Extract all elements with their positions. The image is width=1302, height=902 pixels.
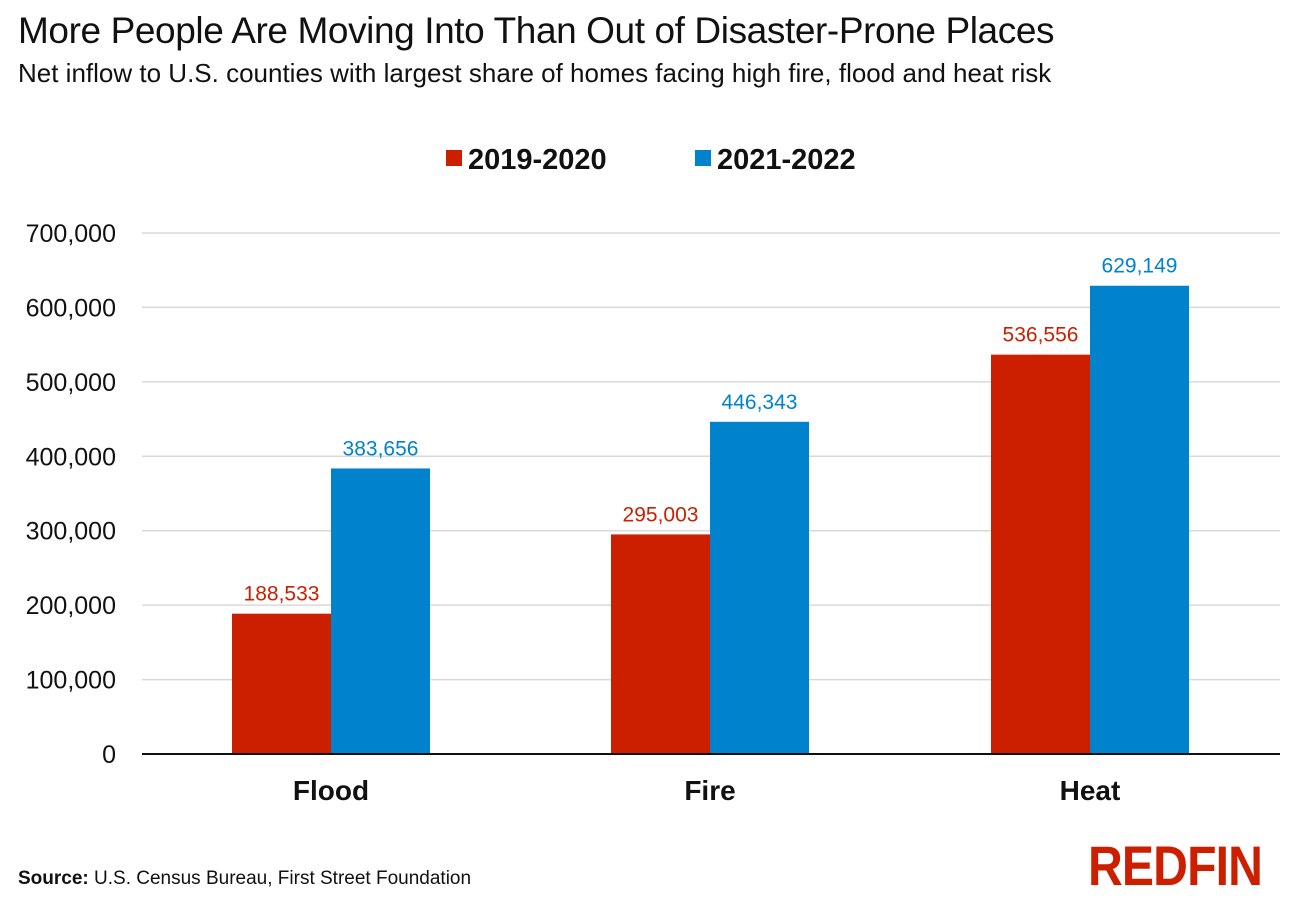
redfin-logo: REDFIN: [1088, 834, 1263, 897]
bar: [1090, 285, 1189, 754]
x-tick-label: Heat: [1060, 775, 1121, 806]
bar: [331, 468, 430, 754]
bar: [991, 354, 1090, 754]
data-label: 536,556: [1003, 324, 1079, 347]
y-tick-label: 100,000: [26, 667, 116, 695]
data-label: 629,149: [1102, 255, 1178, 278]
y-tick-label: 200,000: [26, 592, 116, 620]
legend-swatch: [695, 150, 711, 166]
legend-label: 2019-2020: [468, 144, 607, 176]
chart-title: More People Are Moving Into Than Out of …: [18, 10, 1055, 51]
y-tick-label: 700,000: [26, 220, 116, 248]
data-label: 295,003: [623, 503, 699, 526]
bar: [710, 421, 809, 754]
data-label: 383,656: [343, 437, 419, 460]
y-tick-label: 0: [102, 741, 116, 769]
bar: [232, 613, 331, 754]
source-note: Source: U.S. Census Bureau, First Street…: [18, 868, 471, 890]
x-tick-label: Flood: [293, 775, 369, 806]
source-text: U.S. Census Bureau, First Street Foundat…: [94, 868, 472, 889]
y-tick-label: 600,000: [26, 294, 116, 322]
chart-subtitle: Net inflow to U.S. counties with largest…: [18, 58, 1052, 88]
data-label: 188,533: [244, 583, 320, 606]
y-tick-label: 300,000: [26, 518, 116, 546]
legend-label: 2021-2022: [717, 144, 856, 176]
source-label: Source:: [18, 868, 89, 889]
y-tick-label: 400,000: [26, 443, 116, 471]
x-tick-label: Fire: [684, 775, 735, 806]
legend-swatch: [446, 150, 462, 166]
y-tick-label: 500,000: [26, 369, 116, 397]
data-label: 446,343: [722, 391, 798, 414]
bar: [611, 534, 710, 754]
